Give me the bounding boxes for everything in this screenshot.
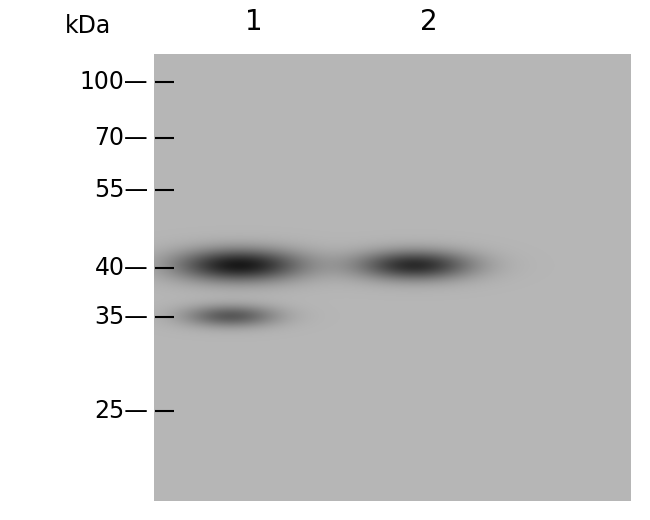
Text: kDa: kDa [64, 14, 111, 38]
Text: 25—: 25— [94, 399, 148, 423]
Text: 35—: 35— [94, 305, 148, 329]
Text: 70—: 70— [95, 126, 148, 150]
Text: 55—: 55— [94, 178, 148, 202]
Text: 40—: 40— [95, 256, 148, 280]
Text: 2: 2 [420, 8, 438, 36]
Text: 100—: 100— [80, 70, 148, 94]
Text: 1: 1 [244, 8, 263, 36]
